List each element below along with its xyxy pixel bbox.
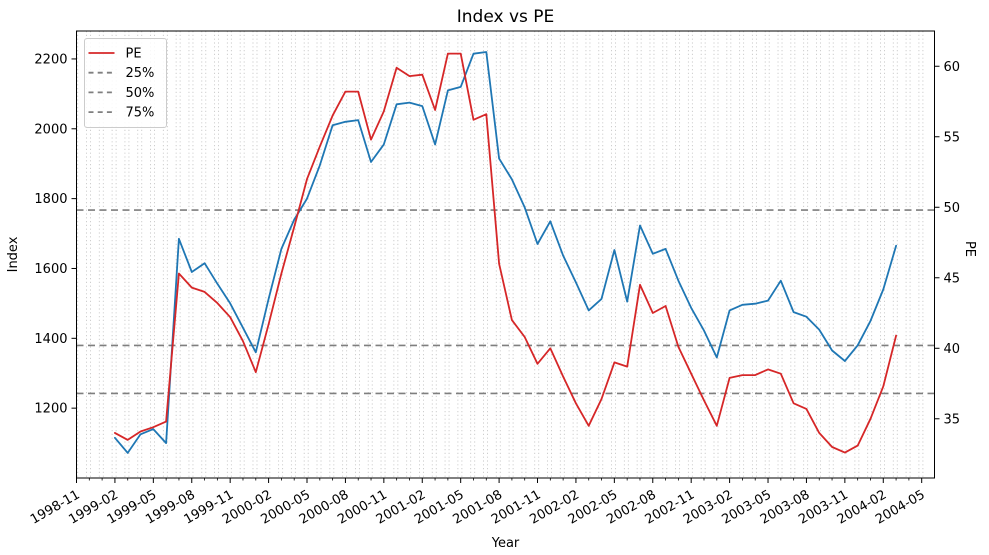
y-right-tick-label: 60 <box>944 60 961 75</box>
pe-line-series <box>114 52 897 454</box>
y-left-tick-label: 1400 <box>34 332 67 347</box>
plot-area: 1200 1400 1600 1800 2000 2200 35 40 45 50 55 60 1998… <box>28 30 961 528</box>
y-right-tick-label: 40 <box>944 342 961 357</box>
y-right-tick-label: 45 <box>944 271 961 286</box>
y-left-tick-label: 2000 <box>34 122 67 137</box>
axes-frame <box>76 30 935 479</box>
legend-label-PE: PE <box>126 47 142 62</box>
y-right-tick-label: 35 <box>944 412 961 427</box>
x-axis-label: Year <box>491 536 520 551</box>
index-line-series <box>114 51 897 454</box>
y-left-tick-label: 1200 <box>34 402 67 417</box>
y-right-tick-label: 55 <box>944 130 961 145</box>
x-axis: 1998-111999-021999-051999-081999-112000-… <box>28 478 928 528</box>
chart-title: Index vs PE <box>457 7 555 27</box>
y-right-axis: 35 40 45 50 55 60 <box>934 60 961 427</box>
legend-label-75: 75% <box>126 106 155 121</box>
legend-label-25: 25% <box>126 66 155 81</box>
gridlines-group <box>77 31 924 478</box>
y-right-axis-label: PE <box>962 241 977 257</box>
legend: PE 25% 50% 75% <box>84 38 167 128</box>
y-left-tick-label: 2200 <box>34 52 67 67</box>
y-left-tick-label: 1600 <box>34 262 67 277</box>
y-left-axis-label: Index <box>6 236 21 272</box>
y-left-axis: 1200 1400 1600 1800 2000 2200 <box>34 52 77 417</box>
y-left-tick-label: 1800 <box>34 192 67 207</box>
legend-label-50: 50% <box>126 86 155 101</box>
reference-lines-group <box>76 209 935 395</box>
y-right-tick-label: 50 <box>944 201 961 216</box>
legend-box <box>84 38 167 128</box>
